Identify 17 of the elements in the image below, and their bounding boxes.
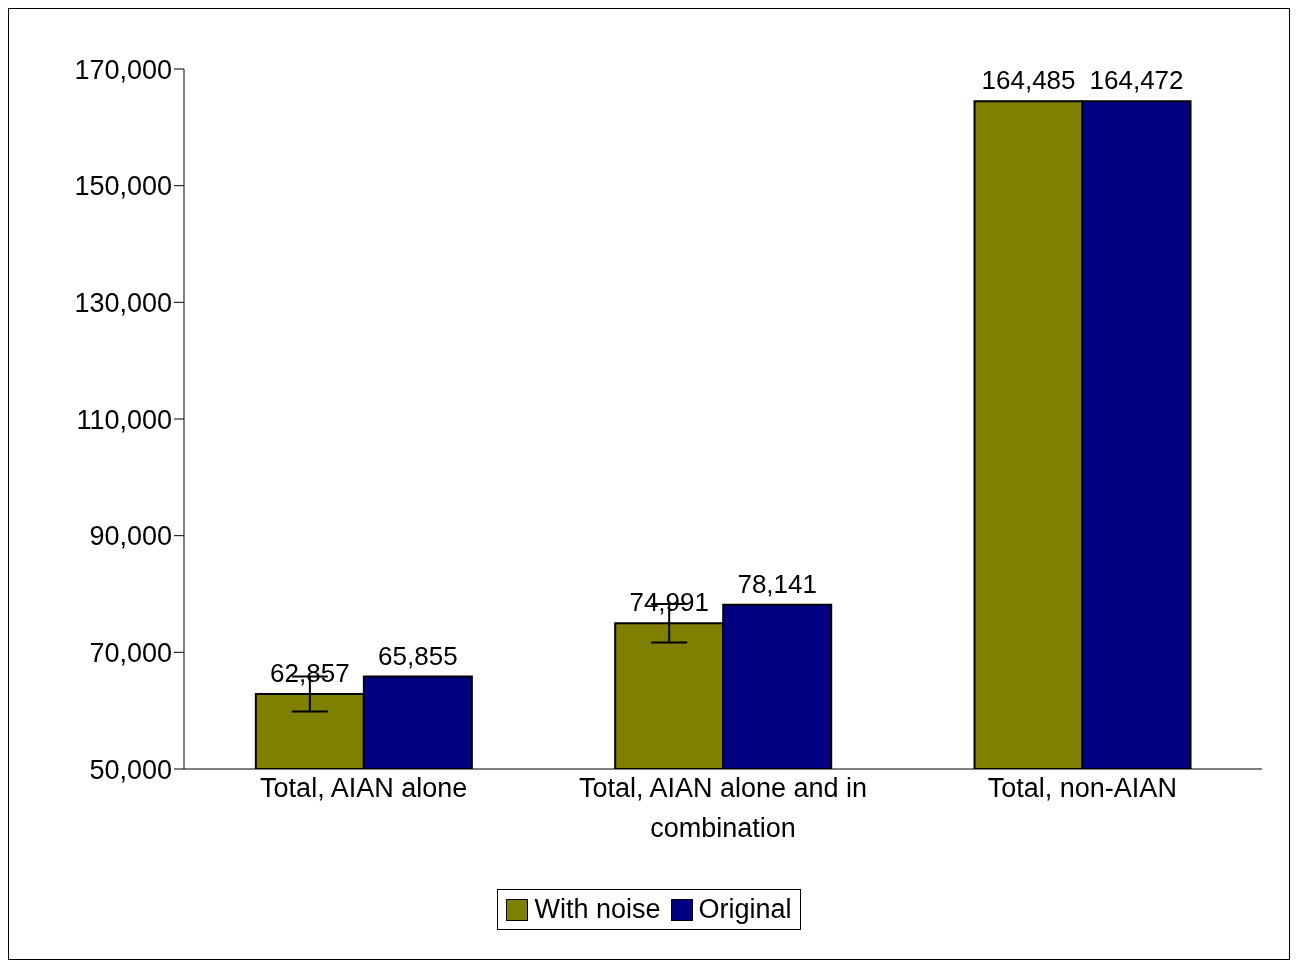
y-tick-label: 150,000 (74, 171, 172, 202)
legend-label: With noise (533, 894, 661, 925)
y-tick-label: 70,000 (89, 637, 172, 668)
y-tick-label: 170,000 (74, 54, 172, 85)
data-label: 78,141 (737, 568, 817, 599)
data-label: 164,472 (1089, 65, 1184, 96)
data-label: 164,485 (981, 65, 1076, 96)
x-tick-label: Total, AIAN alone (260, 773, 468, 803)
y-tick-label: 110,000 (76, 404, 172, 435)
x-tick-label: Total, non-AIAN (987, 773, 1177, 803)
data-label: 62,857 (270, 658, 350, 688)
x-tick-label: Total, AIAN alone and in combination (578, 773, 868, 843)
y-tick-label: 130,000 (74, 287, 172, 318)
legend-label: Original (697, 894, 792, 925)
y-tick-label: 90,000 (89, 521, 172, 552)
y-tick-label: 50,000 (89, 754, 172, 785)
data-label: 65,855 (378, 640, 458, 671)
